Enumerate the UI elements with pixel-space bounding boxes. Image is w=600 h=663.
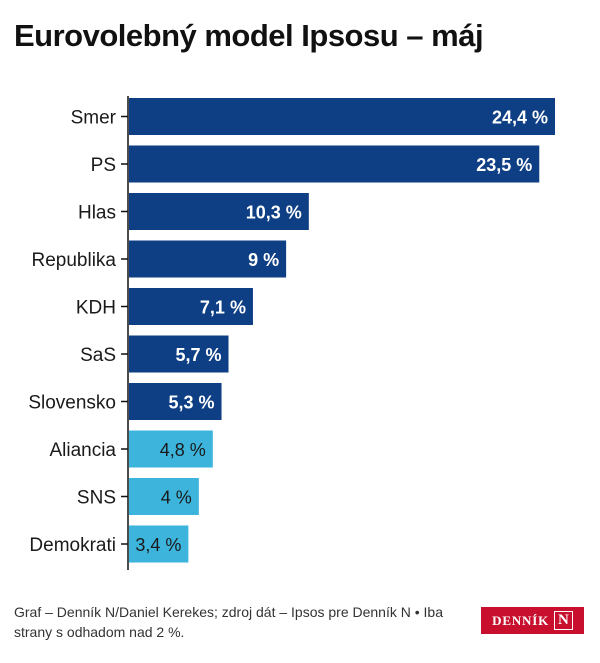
value-label: 24,4 % (492, 108, 548, 128)
bar-ps (129, 145, 540, 183)
bar-sns (129, 478, 199, 515)
logo-text: DENNÍK (492, 612, 549, 628)
bar-aliancia (129, 430, 213, 468)
bar-chart: Smer 24,4 % PS 23,5 % Hlas 10,3 % Republika 9 %… (28, 96, 555, 570)
category-label: Demokrati (29, 535, 116, 556)
category-label: Slovensko (28, 393, 116, 414)
bars-layer: Smer 24,4 % PS 23,5 % Hlas 10,3 % Republika 9 %… (28, 98, 555, 563)
bar-smer (129, 98, 555, 135)
value-label: 5,7 % (175, 345, 221, 365)
category-label: PS (91, 155, 116, 176)
logo-mark: N (553, 611, 573, 630)
category-label: Republika (32, 250, 117, 271)
dennik-n-logo[interactable]: DENNÍK N (481, 607, 584, 634)
bar-republika (129, 240, 287, 278)
value-label: 5,3 % (169, 393, 215, 413)
bar-slovensko (129, 383, 222, 420)
value-label: 9 % (248, 250, 279, 270)
value-label: 10,3 % (246, 203, 302, 223)
value-label: 3,4 % (135, 535, 181, 555)
category-label: SaS (80, 345, 116, 366)
category-label: Hlas (78, 203, 116, 224)
value-label: 4 % (161, 488, 192, 508)
category-label: Smer (71, 108, 117, 129)
bar-hlas (129, 193, 309, 230)
bar-kdh (129, 288, 253, 325)
category-label: SNS (77, 488, 116, 509)
value-label: 23,5 % (476, 155, 532, 175)
category-label: Aliancia (49, 440, 116, 461)
chart-footer: Graf – Denník N/Daniel Kerekes; zdroj dá… (14, 604, 443, 640)
bar-sas (129, 335, 229, 373)
category-label: KDH (76, 298, 116, 319)
chart-title: Eurovolebný model Ipsosu – máj (14, 18, 484, 53)
value-label: 7,1 % (200, 298, 246, 318)
value-label: 4,8 % (160, 440, 206, 460)
bar-demokrati (129, 525, 189, 563)
